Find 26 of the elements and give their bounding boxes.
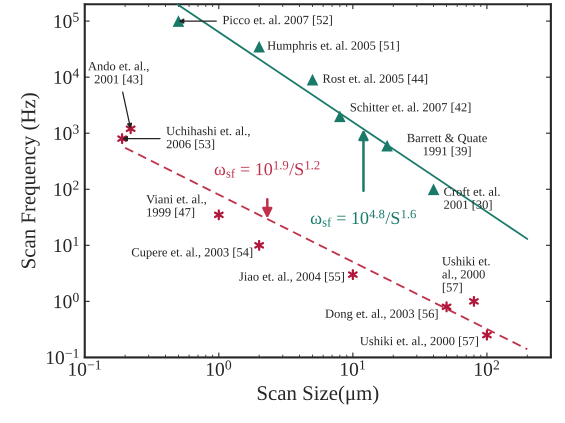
x-axis-title: Scan Size(μm)	[258, 385, 378, 404]
annotation: Rost et. al. 2005 [44]	[322, 74, 428, 84]
annotation: Barrett & Quate 1991 [39]	[407, 134, 487, 157]
y-tick-label: 10$^{0}$	[54, 292, 79, 308]
y-tick-label: 10$^{1}$	[54, 236, 78, 252]
x-tick-label: 10$^{1}$	[341, 360, 365, 376]
annotation: Dong et. al., 2003 [56]	[325, 309, 438, 320]
x-tick-label: 10$^{0}$	[207, 360, 232, 376]
annotation: Schitter et. al. 2007 [42]	[350, 102, 470, 114]
y-tick-label: 10$^{5}$	[54, 12, 79, 28]
annotation: Viani et. al., 1999 [47]	[146, 194, 206, 218]
annotation: Uchihashi et. al., 2006 [53]	[166, 126, 250, 150]
annotation: Jiao et. al., 2004 [55]	[239, 272, 344, 283]
annotation: ω$_{sf}$ = 10$^{4.8}$/S$^{1.6}$	[310, 210, 416, 227]
y-tick-label: 10$^{4}$	[54, 68, 80, 84]
annotation: Picco et. al. 2007 [52]	[222, 15, 332, 26]
annotation: Cupere et. al., 2003 [54]	[132, 248, 252, 259]
y-tick-label: 10$^{3}$	[54, 124, 79, 140]
y-tick-label: 10$^{2}$	[54, 180, 79, 196]
annotation: ω$_{sf}$ = 10$^{1.9}$/S$^{1.2}$	[214, 160, 320, 178]
annotation: Ushiki et. al., 2000 [57]	[360, 336, 478, 348]
annotation: Humphris et. al. 2005 [51]	[268, 40, 399, 52]
x-tick-label: 10$^{2}$	[475, 360, 500, 376]
annotation: Ando et. al., 2001 [43]	[88, 62, 149, 85]
annotation: Ushiki et. al., 2000 [57]	[442, 256, 490, 294]
y-axis-title: Scan Frequency (Hz)	[20, 93, 40, 268]
